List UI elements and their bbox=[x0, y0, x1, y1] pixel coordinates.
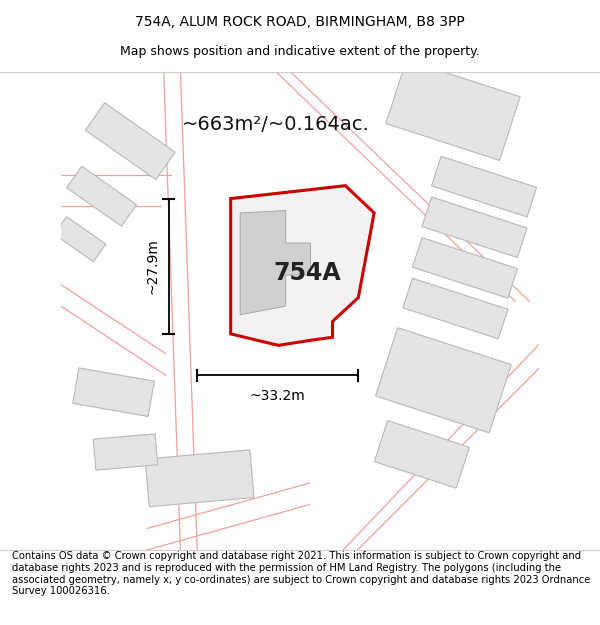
Polygon shape bbox=[422, 197, 527, 258]
Text: Contains OS data © Crown copyright and database right 2021. This information is : Contains OS data © Crown copyright and d… bbox=[12, 551, 590, 596]
Polygon shape bbox=[93, 434, 158, 470]
Text: ~663m²/~0.164ac.: ~663m²/~0.164ac. bbox=[182, 115, 370, 134]
Polygon shape bbox=[85, 103, 175, 179]
Text: ~27.9m: ~27.9m bbox=[146, 238, 160, 294]
Polygon shape bbox=[403, 278, 508, 339]
Polygon shape bbox=[240, 211, 311, 315]
Polygon shape bbox=[412, 238, 518, 298]
Polygon shape bbox=[55, 217, 106, 262]
Polygon shape bbox=[145, 450, 254, 507]
Polygon shape bbox=[386, 60, 520, 161]
Text: Map shows position and indicative extent of the property.: Map shows position and indicative extent… bbox=[120, 45, 480, 58]
Polygon shape bbox=[73, 368, 154, 416]
Polygon shape bbox=[431, 156, 536, 217]
Polygon shape bbox=[230, 186, 374, 346]
Polygon shape bbox=[374, 421, 469, 488]
Polygon shape bbox=[376, 328, 511, 433]
Polygon shape bbox=[67, 166, 137, 226]
Text: ~33.2m: ~33.2m bbox=[250, 389, 305, 403]
Text: 754A: 754A bbox=[274, 261, 341, 285]
Text: 754A, ALUM ROCK ROAD, BIRMINGHAM, B8 3PP: 754A, ALUM ROCK ROAD, BIRMINGHAM, B8 3PP bbox=[135, 14, 465, 29]
